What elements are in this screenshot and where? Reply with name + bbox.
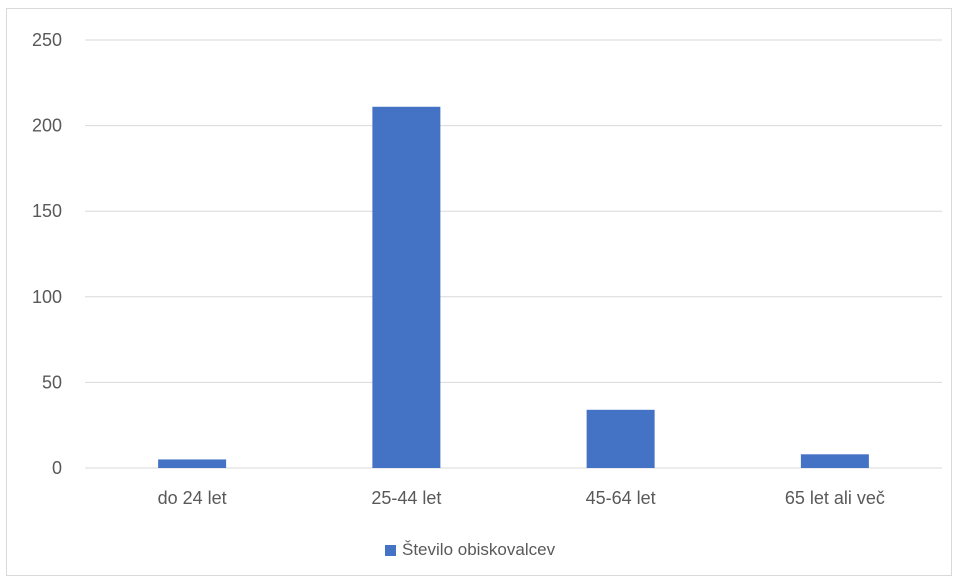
bar (158, 459, 227, 468)
x-tick-label: 25-44 let (371, 488, 441, 508)
x-tick-label: 45-64 let (586, 488, 656, 508)
legend: Število obiskovalcev (385, 540, 556, 559)
y-tick-label: 100 (32, 287, 62, 307)
x-tick-label: do 24 let (158, 488, 227, 508)
bar (800, 454, 869, 468)
bar (372, 106, 441, 468)
bar (586, 409, 655, 468)
y-axis-tick-labels: 0 50 100 150 200 250 (32, 30, 62, 478)
gridlines (85, 39, 942, 469)
chart-frame (6, 8, 952, 576)
y-tick-label: 150 (32, 201, 62, 221)
y-tick-label: 200 (32, 116, 62, 136)
legend-label: Število obiskovalcev (402, 540, 556, 559)
legend-swatch (385, 545, 396, 556)
y-tick-label: 50 (42, 372, 62, 392)
bars (158, 106, 869, 468)
x-tick-label: 65 let ali več (785, 488, 885, 508)
x-axis-tick-labels: do 24 let 25-44 let 45-64 let 65 let ali ve… (158, 488, 885, 508)
y-tick-label: 250 (32, 30, 62, 50)
y-tick-label: 0 (52, 458, 62, 478)
